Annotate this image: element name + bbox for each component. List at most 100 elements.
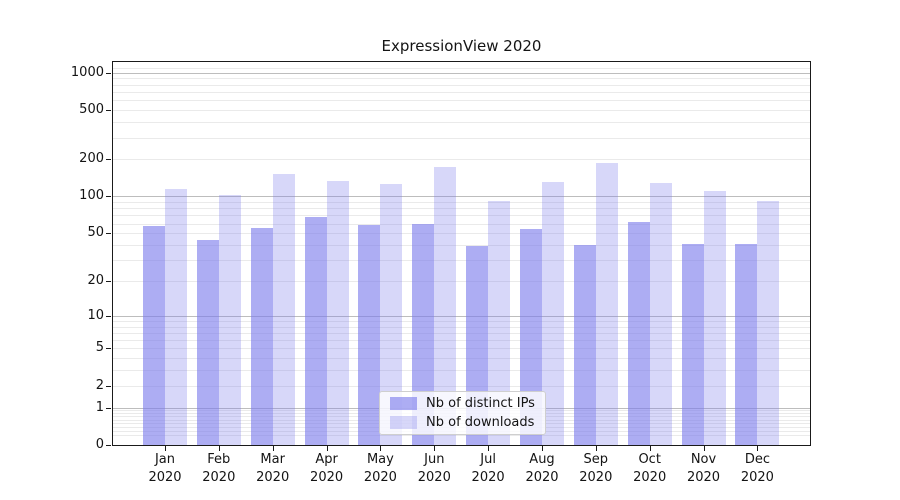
x-tick-label-May: May 2020 (363, 452, 397, 485)
x-tick-label-Jun: Jun 2020 (417, 452, 451, 485)
y-gridline-minor (113, 326, 810, 328)
y-gridline-minor (113, 84, 810, 86)
bar-ips-Feb (196, 239, 219, 445)
y-tick-mark (106, 110, 111, 111)
y-tick-mark (106, 348, 111, 350)
x-tick-mark (757, 446, 759, 451)
y-gridline-minor (113, 78, 810, 80)
y-tick-label: 10 (87, 307, 104, 323)
y-gridline-minor (113, 122, 810, 123)
y-tick-label: 500 (79, 102, 104, 117)
y-tick-label: 100 (79, 188, 104, 204)
legend-swatch-distinct-ips (390, 397, 417, 410)
x-tick-mark (488, 446, 490, 451)
x-tick-mark (326, 446, 328, 451)
x-tick-label-Apr: Apr 2020 (310, 452, 344, 485)
y-tick-mark (106, 385, 111, 387)
y-gridline-minor (113, 91, 810, 93)
y-gridline-minor (113, 137, 810, 139)
x-tick-mark (434, 446, 436, 451)
x-tick-label-Mar: Mar 2020 (256, 452, 290, 485)
legend-item-distinct-ips: Nb of distinct IPs (390, 395, 545, 411)
bar-downloads-Apr (326, 180, 349, 445)
y-gridline-minor (113, 260, 810, 261)
x-tick-label-Oct: Oct 2020 (633, 452, 667, 485)
x-tick-label-Dec: Dec 2020 (740, 452, 774, 485)
y-gridline-minor (113, 385, 810, 387)
x-tick-mark (218, 446, 220, 451)
y-gridline-minor (113, 110, 810, 111)
y-tick-label: 2 (95, 377, 104, 393)
bar-downloads-Jan (165, 188, 187, 445)
x-tick-mark (703, 446, 705, 451)
y-tick-label: 1000 (70, 64, 104, 80)
bar-ips-Mar (250, 228, 273, 445)
legend-label: Nb of downloads (426, 414, 535, 430)
y-tick-mark (106, 233, 111, 235)
x-tick-label-Aug: Aug 2020 (525, 452, 559, 485)
bar-downloads-Jul (488, 201, 511, 445)
bar-ips-Oct (627, 221, 650, 445)
x-tick-mark (165, 446, 166, 451)
bar-downloads-Nov (703, 190, 726, 445)
bar-ips-Dec (735, 243, 758, 445)
y-tick-mark (106, 72, 111, 74)
y-gridline-major (113, 196, 810, 198)
plot-area (112, 61, 811, 446)
y-gridline-minor (113, 159, 810, 161)
y-gridline-minor (113, 320, 810, 322)
legend: Nb of distinct IPs Nb of downloads (379, 391, 546, 435)
bar-downloads-Feb (218, 194, 241, 445)
y-tick-mark (106, 196, 111, 198)
y-gridline-minor (113, 332, 810, 334)
y-gridline-minor (113, 370, 810, 372)
legend-item-downloads: Nb of downloads (390, 414, 545, 430)
y-gridline-minor (113, 244, 810, 246)
x-tick-mark (542, 446, 543, 451)
x-tick-label-Feb: Feb 2020 (202, 452, 236, 485)
x-tick-mark (649, 446, 651, 451)
y-tick-label: 50 (87, 225, 104, 241)
y-tick-label: 0 (95, 437, 104, 452)
y-gridline-major (113, 72, 810, 74)
bar-downloads-Sep (595, 162, 618, 445)
x-tick-mark (380, 446, 382, 451)
legend-swatch-downloads (390, 416, 417, 429)
bar-downloads-Mar (272, 173, 295, 445)
y-gridline-minor (113, 435, 810, 437)
bar-downloads-Jun (434, 166, 457, 445)
y-gridline-minor (113, 358, 810, 360)
y-tick-label: 5 (95, 340, 104, 356)
y-gridline-minor (113, 340, 810, 342)
x-tick-label-Sep: Sep 2020 (579, 452, 613, 485)
bar-ips-Jun (412, 223, 435, 445)
y-tick-label: 200 (79, 151, 104, 167)
y-gridline-minor (113, 348, 810, 350)
y-tick-label: 20 (87, 272, 104, 288)
y-tick-mark (106, 315, 111, 317)
x-tick-label-Nov: Nov 2020 (686, 452, 721, 485)
y-gridline-minor (113, 208, 810, 210)
y-tick-mark (106, 159, 111, 161)
bar-ips-Sep (573, 244, 596, 445)
y-gridline-minor (113, 201, 810, 203)
y-gridline-minor (113, 215, 810, 217)
y-tick-mark (106, 280, 111, 282)
bar-downloads-Dec (757, 200, 780, 445)
legend-label: Nb of distinct IPs (426, 395, 535, 411)
bar-ips-May (358, 225, 381, 445)
chart-title: ExpressionView 2020 (381, 37, 542, 55)
y-gridline-minor (113, 223, 810, 225)
bar-ips-Jan (143, 226, 165, 445)
x-tick-mark (595, 446, 597, 451)
bar-ips-Nov (681, 243, 704, 445)
x-tick-label-Jul: Jul 2020 (471, 452, 505, 485)
y-tick-label: 1 (95, 399, 104, 415)
y-gridline-minor (113, 280, 810, 282)
x-tick-label-Jan: Jan 2020 (148, 452, 182, 485)
bar-ips-Apr (304, 216, 327, 445)
y-tick-mark (106, 407, 111, 409)
y-gridline-major (113, 315, 810, 317)
bar-downloads-Oct (649, 183, 672, 445)
